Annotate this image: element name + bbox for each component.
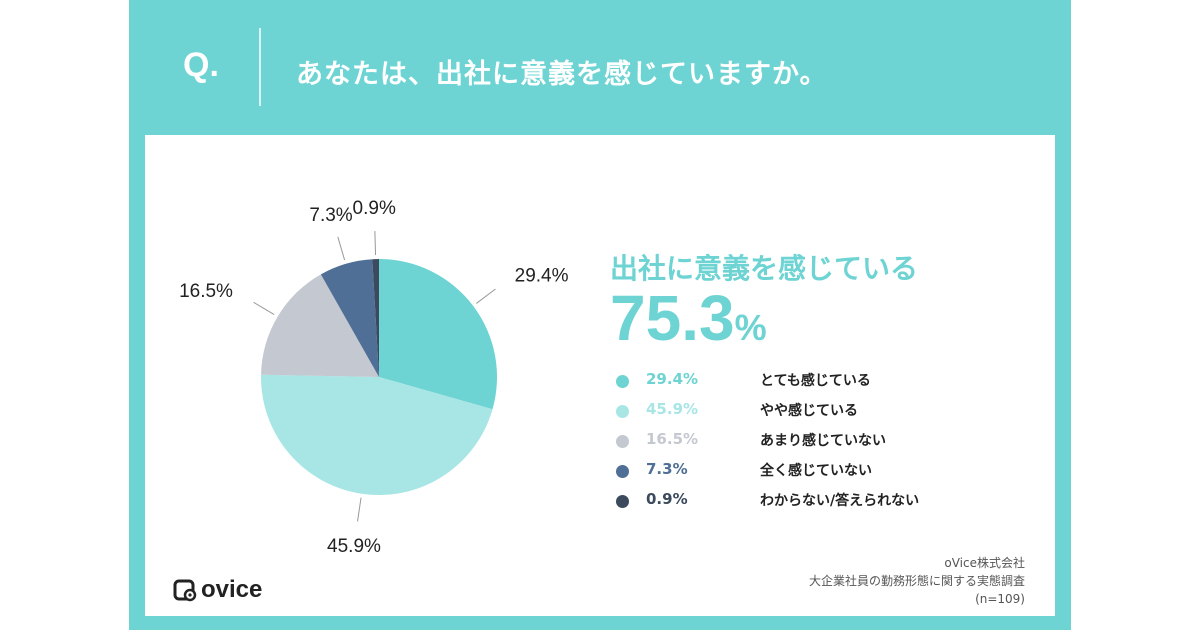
legend-label: やや感じている — [760, 403, 858, 419]
summary-value: 75.3% — [610, 281, 767, 355]
header-divider — [259, 28, 261, 106]
legend-label: とても感じている — [760, 373, 871, 389]
source-survey: 大企業社員の勤務形態に関する実態調査 — [808, 574, 1025, 588]
summary-unit: % — [734, 307, 767, 348]
legend-dot — [616, 405, 629, 418]
leader-line — [337, 236, 346, 261]
source-sample: (n=109) — [975, 592, 1025, 606]
summary-number: 75.3 — [610, 282, 735, 354]
legend-pct: 0.9% — [646, 490, 688, 508]
pie-chart: 29.4% 45.9% 16.5% 7.3% 0.9% — [179, 198, 569, 557]
pie-slice — [320, 259, 379, 377]
legend-label: 全く感じていない — [760, 463, 872, 479]
slice-label: 0.9% — [353, 198, 396, 219]
leader-line — [374, 231, 377, 256]
pie-slice — [379, 259, 497, 410]
summary-label: 出社に意義を感じている — [610, 252, 919, 285]
legend-pct: 29.4% — [646, 370, 699, 388]
legend-pct: 7.3% — [646, 460, 688, 478]
brand-logo: ovice — [173, 575, 262, 605]
legend-dot — [616, 465, 629, 478]
ovice-logo-icon — [173, 579, 197, 602]
leader-line — [253, 301, 275, 315]
question-title: あなたは、出社に意義を感じていますか。 — [296, 59, 828, 90]
legend-dot — [616, 375, 629, 388]
legend-pct: 45.9% — [646, 400, 699, 418]
question-prefix: Q. — [183, 46, 219, 84]
legend-pct: 16.5% — [646, 430, 699, 448]
slice-label: 45.9% — [327, 536, 381, 557]
leader-line — [476, 288, 496, 304]
slice-label: 29.4% — [515, 266, 569, 287]
pie-slice — [261, 274, 379, 377]
source-company: oVice株式会社 — [944, 556, 1025, 570]
header-frame: Q. あなたは、出社に意義を感じていますか。 29.4% 45.9% 16.5% 7.… — [129, 0, 1071, 630]
pie-slice — [261, 374, 493, 496]
legend-dot — [616, 435, 629, 448]
legend-label: わからない/答えられない — [760, 493, 920, 509]
pie-slice — [372, 259, 379, 377]
slice-label: 16.5% — [179, 281, 233, 302]
chart-panel: 29.4% 45.9% 16.5% 7.3% 0.9% 出社に意義を感じている 75.3… — [145, 135, 1055, 616]
leader-line — [357, 497, 362, 522]
legend-label: あまり感じていない — [760, 433, 886, 449]
slice-label: 7.3% — [309, 205, 352, 226]
legend-dot — [616, 495, 629, 508]
logo-text: ovice — [201, 576, 263, 603]
source-note: oVice株式会社 大企業社員の勤務形態に関する実態調査 (n=109) — [809, 554, 1025, 608]
